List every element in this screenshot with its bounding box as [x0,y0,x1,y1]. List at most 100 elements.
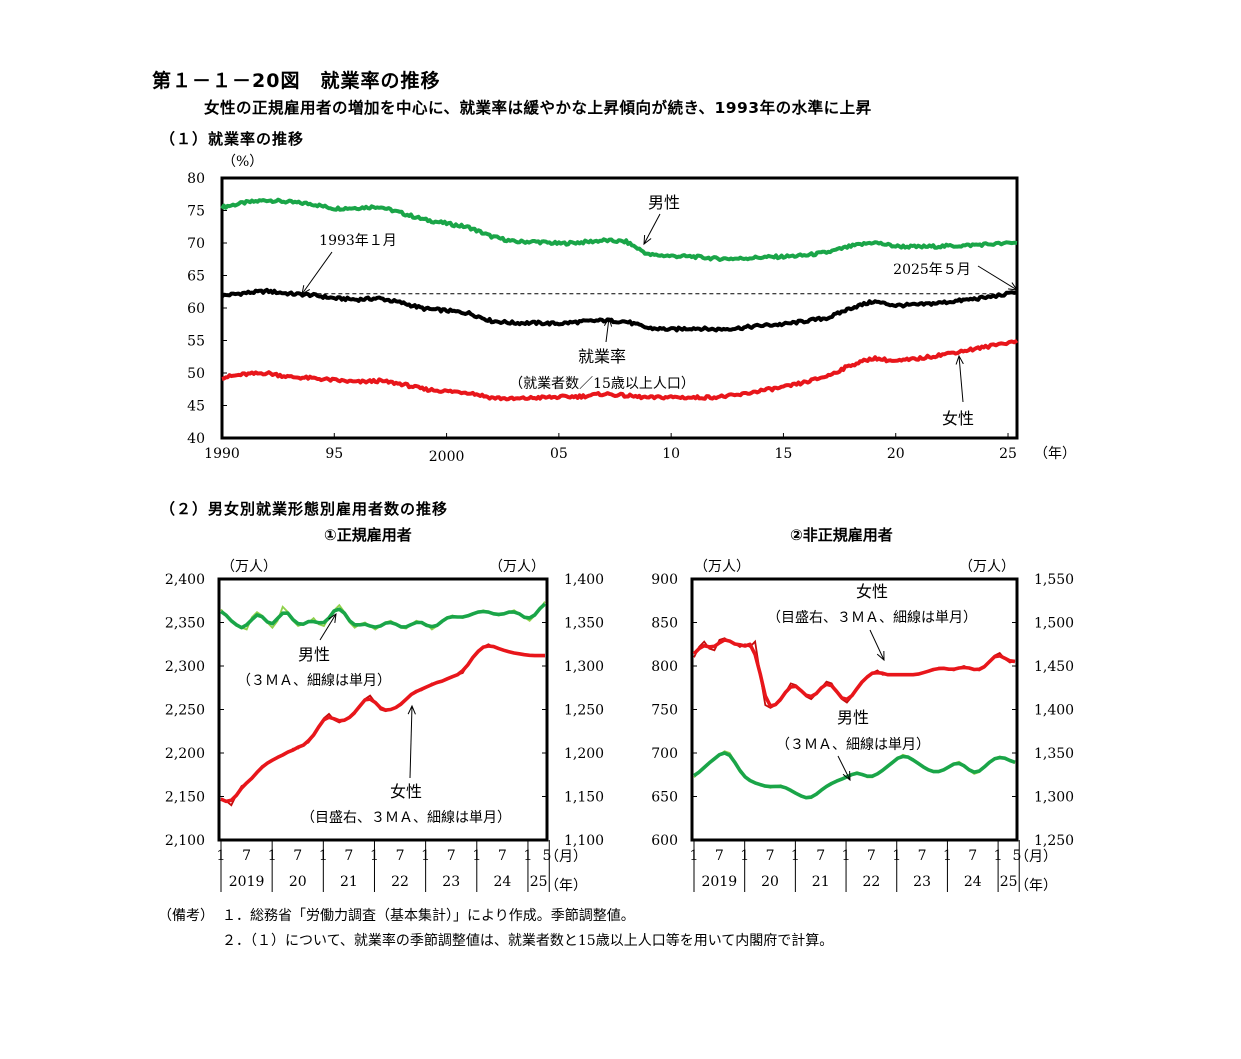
panel-nonregular-year-label: 20 [761,874,779,890]
panel-nonregular-arrow-male-head [842,770,851,782]
notes-line-1: １．総務省「労働力調査（基本集計）」により作成。季節調整値。 [222,908,635,924]
chart1-series-female [221,338,1019,402]
panel-nonregular-year-label: 21 [812,874,830,890]
panel-regular-y-left-tick-label: 2,150 [165,790,205,806]
panel-nonregular-year-label: 22 [862,874,880,890]
panel-nonregular-month-label: 7 [766,848,775,864]
panel-regular-y-left-unit: （万人） [221,559,277,575]
panel-regular-year-label: 20 [289,874,307,890]
panel-nonregular-y-right-unit: （万人） [959,559,1015,575]
panel-nonregular-month-label: 7 [867,848,876,864]
panel-nonregular-y-left-tick-label: 600 [651,833,678,849]
panel-regular-arrow-female-head [407,704,416,715]
panel-regular-year-label: 22 [391,874,409,890]
chart1-series-male [220,197,1018,262]
panel-nonregular-y-right-tick-label: 1,500 [1034,616,1074,632]
panel-regular-series-female-3ma [220,644,545,804]
panel-nonregular-label-female: 女性 [856,582,888,601]
panel-regular-y-left-tick-label: 2,350 [165,616,205,632]
panel-regular-month-label: 7 [293,848,302,864]
chart1-arrow-female-head [955,354,964,365]
chart1-label-total-sub: （就業者数／15歳以上人口） [509,376,695,392]
chart1-x-unit: （年） [1034,446,1076,462]
panel-nonregular-y-right-tick-label: 1,250 [1034,833,1074,849]
panel-nonregular-y-right-tick-label: 1,300 [1034,790,1074,806]
panel-regular-y-left-tick-label: 2,250 [165,703,205,719]
chart1-label-ref-end: 2025年５月 [893,262,971,278]
panel-regular-year-label: 2019 [229,874,265,890]
panel-nonregular-plot-frame [690,577,1019,842]
panel-regular-arrow-female-shaft [409,705,413,779]
panel-nonregular-y-left-tick-label: 650 [651,790,678,806]
panel-regular-y-right-tick-label: 1,250 [564,703,604,719]
chart1-arrow-male-head [643,234,652,246]
chart1-x-tick-label: 10 [662,446,680,462]
panel-regular-label-male-sub: （３ＭＡ、細線は単月） [237,673,391,689]
panel-nonregular-year-label: 24 [964,874,982,890]
figure-subtitle: 女性の正規雇用者の増加を中心に、就業率は緩やかな上昇傾向が続き、1993年の水準… [204,99,872,117]
chart1-arrow-female-shaft [958,355,964,403]
chart1-arrow-male-shaft [643,213,661,245]
panel-nonregular-label-female-sub: （目盛右、３ＭＡ、細線は単月） [767,610,977,626]
panel-nonregular-arrow-male-shaft [837,755,851,781]
notes-line-2: ２．（１）について、就業率の季節調整値は、就業者数と15歳以上人口等を用いて内閣… [222,933,834,949]
panel-regular-y-left-tick-label: 2,100 [165,833,205,849]
panel-nonregular-year-label: 25 [1000,874,1018,890]
panel-nonregular-month-label: 7 [715,848,724,864]
panel-nonregular-series-female-3ma [692,638,1016,708]
panel-nonregular-y-left-tick-label: 900 [651,572,678,588]
panel-regular-year-unit: （年） [545,878,587,894]
panel-regular-month-label: 7 [498,848,507,864]
panel-nonregular-month-unit: （月） [1015,849,1057,865]
chart1-arrow-total-head [603,316,613,327]
panel-regular-y-right-tick-label: 1,150 [564,790,604,806]
chart1-y-tick-label: 40 [187,431,205,447]
chart1-x-tick-label: 15 [775,446,793,462]
chart1-arrow-ref-end-head [1008,282,1019,291]
panel-regular-y-right-tick-label: 1,400 [564,572,604,588]
panel-nonregular-month-label: 5 [1013,848,1022,864]
panel-nonregular-year-label: 2019 [702,874,738,890]
panel-regular-label-female: 女性 [390,782,422,801]
chart1-y-tick-label: 45 [187,399,205,415]
panel-nonregular-y-left-tick-label: 750 [651,703,678,719]
chart1-label-male: 男性 [648,193,680,212]
panel-regular-month-label: 7 [242,848,251,864]
panel-nonregular-y-left-tick-label: 800 [651,659,678,675]
section-2-label: （２）男女別就業形態別雇用者数の推移 [160,500,449,518]
section-1-label: （１）就業率の推移 [160,130,305,148]
chart1-y-tick-label: 65 [187,269,205,285]
panel-nonregular-y-right-tick-label: 1,450 [1034,659,1074,675]
panel-regular-title: ①正規雇用者 [324,526,412,544]
panel-nonregular-y-left-tick-label: 850 [651,616,678,632]
panel-regular-month-unit: （月） [545,849,587,865]
panel-regular-y-right-tick-label: 1,100 [564,833,604,849]
chart1-label-ref-start: 1993年１月 [319,233,397,249]
panel-regular-arrow-male-shaft [319,613,337,641]
panel-regular-year-label: 25 [530,874,548,890]
panel-nonregular-label-male-sub: （３ＭＡ、細線は単月） [776,737,930,753]
panel-nonregular-label-male: 男性 [837,708,869,727]
chart1-y-tick-label: 60 [187,301,205,317]
panel-regular-y-left-tick-label: 2,200 [165,746,205,762]
chart1-y-tick-label: 55 [187,334,205,350]
panel-nonregular-y-right-tick-label: 1,400 [1034,703,1074,719]
chart1-y-tick-label: 70 [187,236,205,252]
notes-prefix: （備考） [158,908,214,924]
chart1-x-tick-label: 05 [550,446,568,462]
chart1-arrow-ref-start-head [301,285,311,295]
panel-regular-label-male: 男性 [298,645,330,664]
panel-nonregular-month-label: 7 [918,848,927,864]
panel-nonregular-year-label: 23 [913,874,931,890]
chart1-x-tick-label: 2000 [429,449,465,465]
chart1-label-female: 女性 [942,409,974,428]
panel-nonregular-year-unit: （年） [1015,878,1057,894]
panel-nonregular-month-label: 7 [968,848,977,864]
panel-regular-month-label: 5 [543,848,552,864]
panel-nonregular-arrow-female-shaft [869,629,885,661]
figure-title: 第１－１－20図 就業率の推移 [152,70,441,92]
panel-nonregular-month-label: 7 [816,848,825,864]
panel-nonregular-y-left-unit: （万人） [694,559,750,575]
chart1-x-tick-label: 25 [999,446,1017,462]
panel-regular-arrow-male-head [328,612,337,623]
